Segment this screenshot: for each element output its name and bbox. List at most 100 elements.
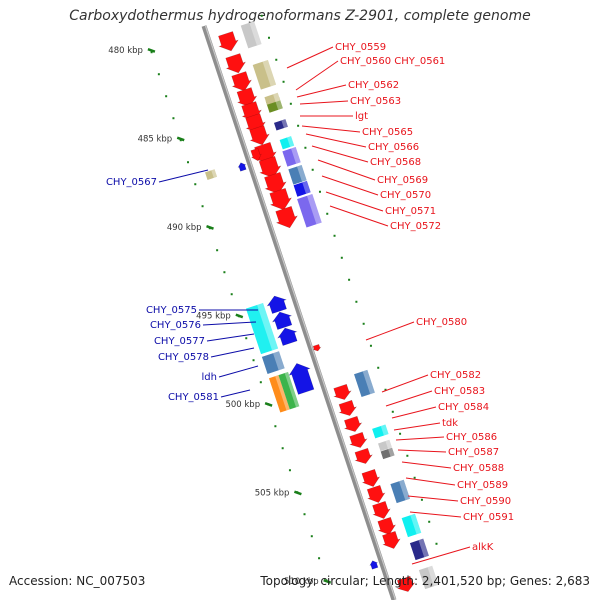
gene-arrow-shape xyxy=(369,560,379,570)
feature-band-shade xyxy=(291,147,301,164)
forward-gene-label: CHY_0584 xyxy=(438,402,489,413)
feature-band xyxy=(390,479,410,504)
gene-arrow-shape xyxy=(288,363,315,395)
forward-label-leader xyxy=(395,436,445,441)
feature-band-shape xyxy=(245,302,279,355)
forward-label-leader xyxy=(405,477,456,486)
feature-band xyxy=(278,372,300,410)
guide-dot xyxy=(318,190,321,193)
guide-dot xyxy=(150,51,153,54)
guide-dot xyxy=(267,36,270,39)
forward-gene-arrow xyxy=(377,516,397,535)
feature-band xyxy=(245,302,279,355)
guide-dot xyxy=(194,183,197,186)
guide-dot xyxy=(384,388,387,391)
forward-gene-label: CHY_0587 xyxy=(448,447,499,458)
forward-gene-arrow xyxy=(396,575,416,592)
guide-dot xyxy=(435,542,438,545)
forward-gene-label: CHY_0572 xyxy=(390,221,441,232)
feature-band-shape xyxy=(378,439,392,452)
reverse-gene-label: ldh xyxy=(202,372,217,383)
feature-band-shade xyxy=(296,165,307,182)
feature-band xyxy=(372,424,389,439)
forward-gene-arrow xyxy=(354,447,373,464)
forward-label-leader xyxy=(305,133,367,148)
forward-gene-label: CHY_0563 xyxy=(350,96,401,107)
gene-arrow-shape xyxy=(231,71,252,92)
guide-dot xyxy=(275,58,278,61)
forward-gene-arrow xyxy=(269,187,293,211)
feature-band-shape xyxy=(282,147,301,167)
kbp-tick-label: 480 kbp xyxy=(108,46,143,56)
forward-label-leader xyxy=(397,449,447,453)
gene-arrow-shape xyxy=(250,147,262,162)
reverse-label-leader xyxy=(210,347,255,358)
forward-gene-arrow xyxy=(249,125,270,146)
feature-band xyxy=(205,169,218,180)
forward-gene-arrow xyxy=(218,31,239,52)
gene-arrow-shape xyxy=(354,447,373,464)
forward-gene-label: CHY_0586 xyxy=(446,432,497,443)
gene-arrow-shape xyxy=(218,31,239,52)
gene-arrow-shape xyxy=(271,311,293,330)
forward-label-leader xyxy=(391,406,437,419)
gene-arrow-shape xyxy=(258,155,282,179)
genome-backbone xyxy=(201,25,397,600)
guide-dot xyxy=(274,425,277,428)
feature-band-shade xyxy=(399,479,410,501)
feature-band-shade xyxy=(302,180,311,194)
guide-dot xyxy=(326,212,329,215)
feature-band-shape xyxy=(401,513,422,538)
kbp-tick-label: 505 kbp xyxy=(255,489,290,499)
forward-label-leader xyxy=(325,191,384,212)
feature-band-shade xyxy=(275,375,290,411)
gene-arrow-shape xyxy=(269,187,293,211)
guide-dot xyxy=(260,14,263,17)
feature-band xyxy=(418,565,439,590)
forward-gene-arrow xyxy=(250,147,262,162)
kbp-scale: 480 kbp 485 kbp 490 kbp 495 kbp 500 kbp 505 k… xyxy=(108,46,332,587)
feature-band-shade xyxy=(306,194,322,225)
forward-label-leader xyxy=(329,205,389,227)
forward-label-leader xyxy=(286,46,334,69)
guide-dot xyxy=(223,271,226,274)
forward-gene-arrow xyxy=(372,500,391,519)
guide-dot xyxy=(252,359,255,362)
feature-band-shape xyxy=(240,21,262,49)
forward-gene-label: CHY_0570 xyxy=(380,190,431,201)
feature-band-shape xyxy=(264,92,281,105)
feature-band xyxy=(354,369,375,398)
feature-band-shape xyxy=(354,369,375,398)
reverse-label-leader xyxy=(158,169,209,183)
feature-band-shade xyxy=(257,302,279,351)
forward-label-leader xyxy=(401,461,452,469)
gene-arrow-shape xyxy=(333,383,352,400)
forward-label-leader xyxy=(321,175,379,196)
feature-band-shape xyxy=(288,165,307,185)
forward-gene-label: CHY_0560 CHY_0561 xyxy=(340,56,445,67)
forward-label-leader xyxy=(296,84,347,98)
kbp-tick xyxy=(264,402,273,407)
reverse-gene-arrow xyxy=(369,560,379,570)
feature-band-shade xyxy=(284,372,300,408)
forward-label-leader xyxy=(407,495,459,502)
gene-arrow-shape xyxy=(343,415,363,432)
kbp-tick-label: 485 kbp xyxy=(138,135,173,145)
kbp-tick-label: 500 kbp xyxy=(225,400,260,410)
guide-dot xyxy=(406,454,409,457)
feature-band-shape xyxy=(372,424,389,439)
reverse-gene-label: CHY_0575 xyxy=(146,305,197,316)
forward-gene-arrow xyxy=(264,171,287,195)
forward-gene-label: CHY_0569 xyxy=(377,175,428,186)
gene-arrow-shape xyxy=(366,484,386,503)
guide-dot xyxy=(281,447,284,450)
forward-label-leader xyxy=(409,511,462,518)
reverse-label-leader xyxy=(218,365,259,378)
guide-dot xyxy=(172,117,175,120)
gene-arrow-shape xyxy=(275,205,298,229)
feature-band xyxy=(269,375,290,413)
feature-band-shade xyxy=(249,21,262,46)
feature-band-shade xyxy=(281,119,288,129)
feature-band-shape xyxy=(390,479,410,504)
